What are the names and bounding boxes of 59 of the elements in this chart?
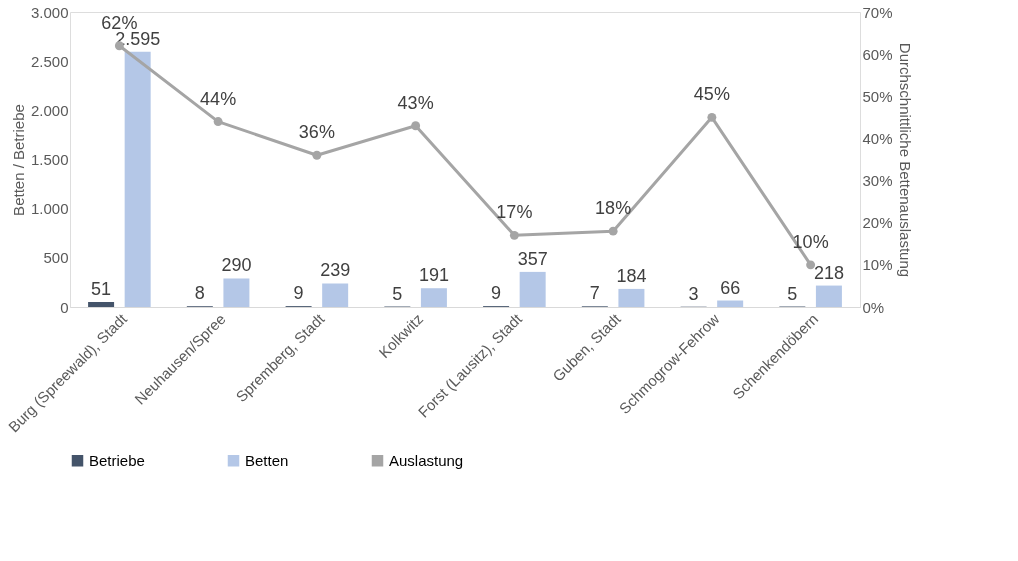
y2-tick-label: 40%: [862, 129, 893, 147]
point: [509, 230, 519, 240]
bar: [815, 285, 842, 307]
data-label: 5: [392, 283, 403, 304]
y-axis-title: Betten / Betriebe: [9, 104, 27, 216]
y-tick-label: 1.000: [30, 200, 69, 218]
y-tick-label: 0: [60, 298, 69, 316]
data-label: 191: [418, 265, 449, 286]
bar: [322, 283, 349, 307]
legend-label: Betten: [245, 451, 289, 469]
data-label: 43%: [397, 92, 434, 113]
legend-label: Betriebe: [89, 451, 145, 469]
y2-axis-title: Durchschnittliche Bettenauslastung: [896, 42, 914, 278]
y2-tick-label: 0%: [862, 298, 885, 316]
bar: [223, 278, 250, 307]
y2-tick-label: 50%: [862, 87, 893, 105]
data-label: 45%: [693, 84, 730, 105]
bar: [519, 271, 546, 307]
point: [411, 121, 421, 131]
data-label: 9: [491, 283, 502, 304]
point: [213, 117, 223, 127]
data-label: 5: [787, 283, 798, 304]
data-label: 8: [194, 283, 205, 304]
y2-tick-label: 10%: [862, 256, 893, 274]
point: [707, 112, 717, 122]
data-label: 51: [91, 278, 112, 299]
bar: [88, 301, 115, 307]
data-label: 184: [616, 265, 647, 286]
data-label: 7: [589, 283, 600, 304]
point: [312, 150, 322, 160]
bar: [420, 288, 447, 307]
data-label: 44%: [200, 88, 237, 109]
data-label: 18%: [595, 198, 632, 219]
y2-tick-label: 20%: [862, 214, 893, 232]
y-tick-label: 2.500: [30, 52, 69, 70]
data-label: 218: [813, 262, 844, 283]
data-label: 290: [221, 255, 252, 276]
data-label: 9: [293, 283, 304, 304]
bar: [618, 288, 645, 307]
data-label: 62%: [101, 12, 138, 33]
point: [806, 260, 816, 270]
y-tick-label: 500: [43, 249, 69, 267]
bar: [717, 300, 744, 307]
y2-tick-label: 60%: [862, 45, 893, 63]
y-tick-label: 2.000: [30, 101, 69, 119]
data-label: 66: [720, 277, 741, 298]
point: [608, 226, 618, 236]
y-tick-label: 1.500: [30, 151, 69, 168]
data-label: 3: [688, 283, 699, 304]
y2-tick-label: 30%: [862, 172, 893, 190]
y-tick-label: 3.000: [30, 3, 69, 21]
bar: [124, 51, 151, 307]
data-label: 10%: [792, 231, 829, 252]
data-label: 239: [320, 260, 351, 281]
legend-label: Auslastung: [389, 451, 464, 469]
data-label: 17%: [496, 202, 533, 223]
data-label: 357: [517, 248, 548, 269]
y2-tick-label: 70%: [862, 3, 893, 21]
data-label: 36%: [298, 122, 335, 143]
